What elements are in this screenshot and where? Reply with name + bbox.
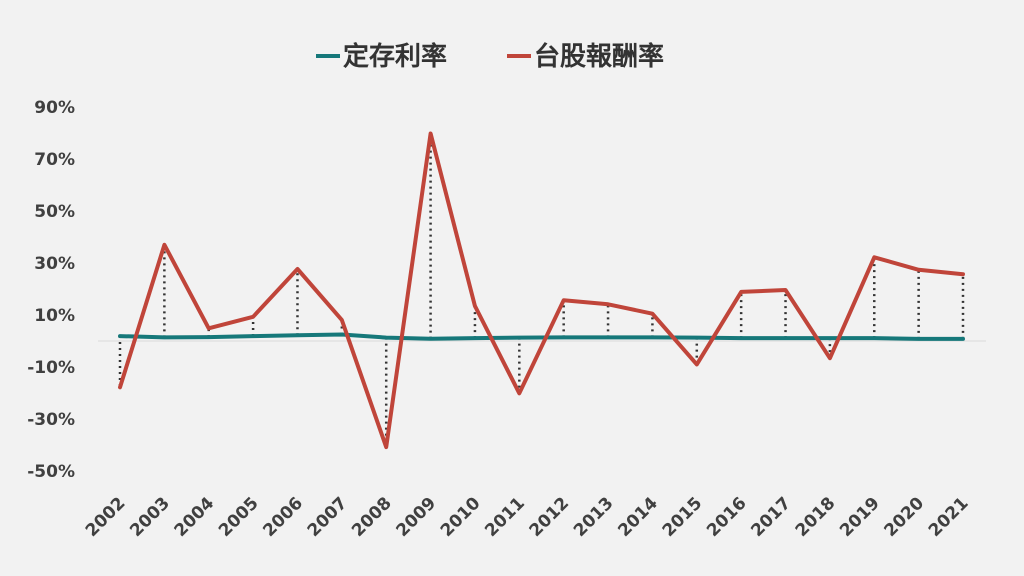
x-tick-label: 2007 (304, 493, 352, 541)
x-tick-label: 2012 (526, 493, 574, 541)
x-tick-label: 2008 (348, 493, 396, 541)
x-tick-label: 2002 (82, 493, 130, 541)
y-tick-label: 10% (34, 306, 75, 326)
x-tick-label: 2004 (171, 493, 219, 541)
x-tick-label: 2018 (792, 493, 840, 541)
x-tick-label: 2003 (126, 493, 174, 541)
x-tick-label: 2005 (215, 493, 263, 541)
x-tick-label: 2016 (703, 493, 751, 541)
x-tick-label: 2015 (659, 493, 707, 541)
x-tick-label: 2009 (393, 493, 441, 541)
x-axis: 2002200320042005200620072008200920102011… (82, 493, 973, 541)
x-tick-label: 2017 (747, 493, 795, 541)
series-lines (118, 131, 965, 450)
x-tick-label: 2010 (437, 493, 485, 541)
series-line-deposit-rate (118, 332, 965, 341)
drop-lines (118, 133, 965, 448)
legend-label-deposit-rate: 定存利率 (343, 41, 447, 72)
x-tick-label: 2019 (836, 493, 884, 541)
y-tick-label: 70% (34, 150, 75, 170)
y-tick-label: -10% (27, 358, 75, 378)
x-tick-label: 2014 (614, 493, 662, 541)
x-tick-label: 2013 (570, 493, 618, 541)
legend-label-stock-return: 台股報酬率 (534, 41, 664, 72)
x-tick-label: 2006 (259, 493, 307, 541)
y-tick-label: 30% (34, 254, 75, 274)
y-tick-label: 90% (34, 98, 75, 118)
series-line-stock-return (118, 131, 965, 450)
y-tick-label: -30% (27, 410, 75, 430)
y-tick-label: 50% (34, 202, 75, 222)
chart-legend: 定存利率 台股報酬率 (316, 41, 664, 72)
x-tick-label: 2021 (925, 493, 973, 541)
y-axis: -50% -30% -10% 10% 30% 50% 70% 90% (27, 98, 75, 482)
x-tick-label: 2011 (481, 493, 529, 541)
y-tick-label: -50% (27, 462, 75, 482)
x-tick-label: 2020 (881, 493, 929, 541)
